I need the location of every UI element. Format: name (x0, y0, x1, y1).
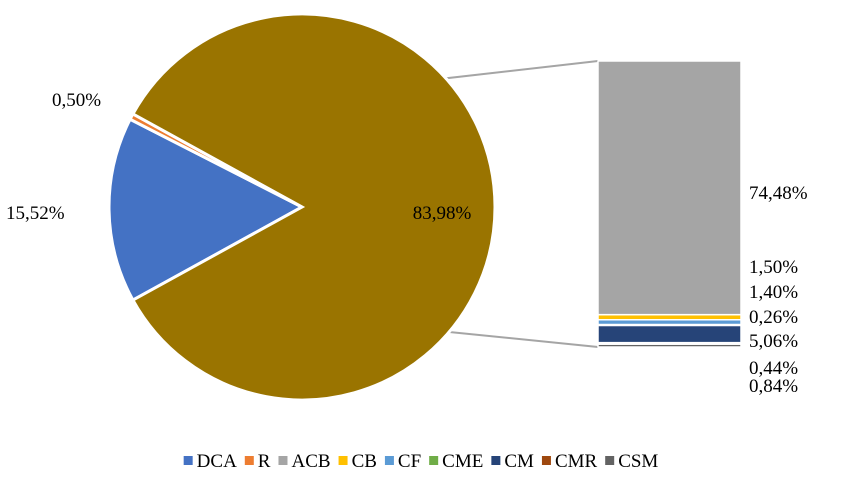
bar-label-csm: 0,84% (749, 376, 798, 397)
pie-slice-dca (107, 117, 306, 303)
legend-item-cmr: CMR (541, 451, 598, 472)
pie-label-dca: 15,52% (6, 203, 65, 224)
legend-swatch-acb (278, 456, 288, 465)
legend-item-cb: CB (338, 451, 377, 472)
legend-label-r: R (258, 451, 271, 472)
legend-item-cf: CF (384, 451, 421, 472)
legend-swatch-dca (183, 456, 193, 465)
bar-label-acb: 74,48% (749, 183, 808, 204)
legend-label-acb: ACB (291, 451, 330, 472)
legend-label-cm: CM (504, 451, 534, 472)
legend-item-cm: CM (491, 451, 534, 472)
legend-label-csm: CSM (618, 451, 658, 472)
legend: DCA R ACB CB CF CME CM CMR CSM (183, 451, 658, 472)
bar-segment-cm (597, 324, 742, 344)
legend-swatch-cf (384, 456, 394, 465)
bar-segment-acb (597, 60, 742, 316)
pie (107, 12, 497, 402)
legend-swatch-r (244, 456, 254, 465)
legend-swatch-cb (338, 456, 348, 465)
legend-item-r: R (244, 451, 271, 472)
legend-label-cb: CB (352, 451, 377, 472)
legend-swatch-cm (491, 456, 501, 465)
pie-slice-other (130, 12, 497, 402)
legend-swatch-cme (429, 456, 439, 465)
legend-item-acb: ACB (278, 451, 331, 472)
legend-label-cf: CF (398, 451, 421, 472)
pie-label-r: 0,50% (52, 90, 101, 111)
bar-label-cb: 1,50% (749, 257, 798, 278)
bar-label-cf: 1,40% (749, 282, 798, 303)
legend-swatch-csm (605, 456, 615, 465)
bar-label-cm: 5,06% (749, 331, 798, 352)
legend-swatch-cmr (541, 456, 551, 465)
legend-label-cme: CME (442, 451, 483, 472)
legend-label-cmr: CMR (555, 451, 598, 472)
bar-segment-cb (597, 313, 742, 321)
legend-item-cme: CME (429, 451, 483, 472)
pie-label-other: 83,98% (413, 203, 472, 224)
legend-label-dca: DCA (197, 451, 237, 472)
legend-item-dca: DCA (183, 451, 237, 472)
legend-item-csm: CSM (605, 451, 658, 472)
stacked-bar (597, 60, 742, 348)
data-labels: 15,52% 0,50% 83,98% 0,84%0,44% 5,06% 0,26% 1,4… (6, 90, 808, 397)
bar-label-cmr: 0,44% (749, 358, 798, 379)
bar-label-cme: 0,26% (749, 307, 798, 328)
